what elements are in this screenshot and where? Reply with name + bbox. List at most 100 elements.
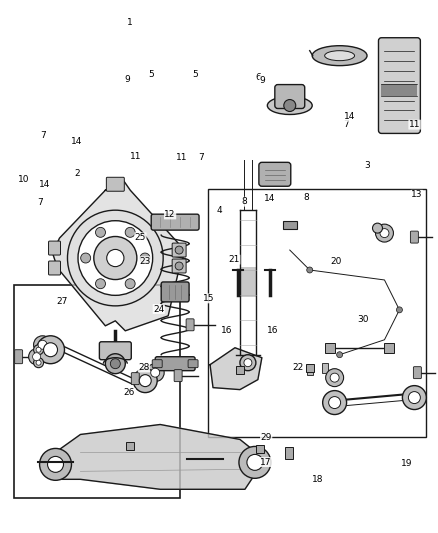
Text: 24: 24 — [153, 304, 164, 313]
Text: 14: 14 — [264, 194, 275, 203]
Circle shape — [34, 345, 43, 355]
Circle shape — [28, 349, 45, 365]
FancyBboxPatch shape — [307, 365, 313, 375]
FancyBboxPatch shape — [285, 447, 293, 459]
Circle shape — [36, 360, 41, 365]
Circle shape — [48, 456, 64, 472]
Text: 11: 11 — [409, 120, 420, 129]
Circle shape — [94, 237, 137, 279]
FancyBboxPatch shape — [14, 350, 23, 364]
Text: 28: 28 — [138, 363, 150, 372]
Circle shape — [36, 347, 41, 352]
Circle shape — [375, 224, 393, 242]
Circle shape — [284, 100, 296, 111]
Circle shape — [175, 246, 183, 254]
Bar — [14, 285, 180, 498]
Text: 7: 7 — [37, 198, 43, 207]
FancyBboxPatch shape — [174, 370, 182, 382]
FancyBboxPatch shape — [321, 362, 328, 373]
FancyBboxPatch shape — [99, 342, 131, 360]
Text: 18: 18 — [311, 474, 323, 483]
Circle shape — [39, 448, 71, 480]
FancyBboxPatch shape — [236, 366, 244, 374]
Ellipse shape — [325, 51, 355, 61]
Circle shape — [326, 369, 343, 386]
Text: 23: 23 — [139, 257, 151, 265]
Text: 7: 7 — [343, 120, 349, 129]
Circle shape — [175, 262, 183, 270]
Circle shape — [140, 253, 150, 263]
Bar — [240, 267, 256, 297]
Circle shape — [81, 253, 91, 263]
FancyBboxPatch shape — [172, 243, 186, 257]
Circle shape — [151, 368, 160, 377]
FancyBboxPatch shape — [49, 261, 60, 275]
Text: 16: 16 — [221, 326, 233, 335]
Text: 14: 14 — [39, 180, 50, 189]
FancyBboxPatch shape — [106, 177, 124, 191]
Text: 19: 19 — [401, 458, 413, 467]
Circle shape — [307, 267, 313, 273]
Text: 20: 20 — [330, 257, 342, 265]
Text: 21: 21 — [229, 255, 240, 264]
Text: 12: 12 — [164, 210, 176, 219]
Text: 25: 25 — [135, 233, 146, 242]
Circle shape — [380, 229, 389, 238]
Text: 14: 14 — [71, 137, 83, 146]
Text: 9: 9 — [260, 76, 265, 85]
Text: 17: 17 — [260, 457, 272, 466]
Text: 13: 13 — [411, 190, 423, 199]
Circle shape — [408, 392, 420, 403]
FancyBboxPatch shape — [385, 343, 395, 353]
FancyBboxPatch shape — [151, 214, 199, 230]
Circle shape — [37, 336, 64, 364]
Circle shape — [244, 359, 252, 367]
Polygon shape — [53, 180, 183, 331]
Text: 16: 16 — [267, 326, 279, 335]
Circle shape — [106, 354, 125, 374]
Text: 11: 11 — [176, 153, 187, 162]
Bar — [381, 84, 417, 95]
Text: 14: 14 — [344, 112, 356, 121]
Circle shape — [110, 359, 120, 369]
FancyBboxPatch shape — [49, 241, 60, 255]
Text: 1: 1 — [127, 18, 132, 27]
Text: 8: 8 — [304, 193, 309, 202]
Circle shape — [396, 307, 403, 313]
Text: 15: 15 — [203, 294, 215, 303]
FancyBboxPatch shape — [186, 319, 194, 331]
Circle shape — [107, 249, 124, 266]
Text: 5: 5 — [192, 70, 198, 79]
Circle shape — [323, 391, 346, 415]
FancyBboxPatch shape — [256, 446, 264, 454]
Circle shape — [247, 455, 263, 470]
Text: 9: 9 — [124, 75, 130, 84]
FancyBboxPatch shape — [152, 360, 162, 368]
Text: 11: 11 — [130, 152, 142, 161]
FancyBboxPatch shape — [275, 85, 305, 109]
Text: 26: 26 — [124, 389, 135, 398]
Circle shape — [125, 279, 135, 289]
Ellipse shape — [312, 46, 367, 66]
FancyBboxPatch shape — [306, 364, 314, 372]
Bar — [208, 189, 426, 437]
Circle shape — [78, 221, 153, 295]
Ellipse shape — [267, 96, 312, 115]
Text: 22: 22 — [292, 363, 303, 372]
FancyBboxPatch shape — [259, 163, 291, 186]
Circle shape — [239, 447, 271, 478]
Text: 27: 27 — [56, 296, 67, 305]
Circle shape — [34, 358, 43, 368]
Text: 7: 7 — [41, 131, 46, 140]
Text: 5: 5 — [148, 70, 154, 79]
Circle shape — [330, 373, 339, 382]
Circle shape — [139, 375, 151, 386]
FancyBboxPatch shape — [172, 259, 186, 273]
Circle shape — [125, 228, 135, 237]
FancyBboxPatch shape — [413, 367, 421, 378]
Text: 4: 4 — [216, 206, 222, 215]
Circle shape — [95, 228, 106, 237]
FancyBboxPatch shape — [283, 221, 297, 229]
Text: 7: 7 — [199, 153, 205, 162]
Circle shape — [337, 352, 343, 358]
